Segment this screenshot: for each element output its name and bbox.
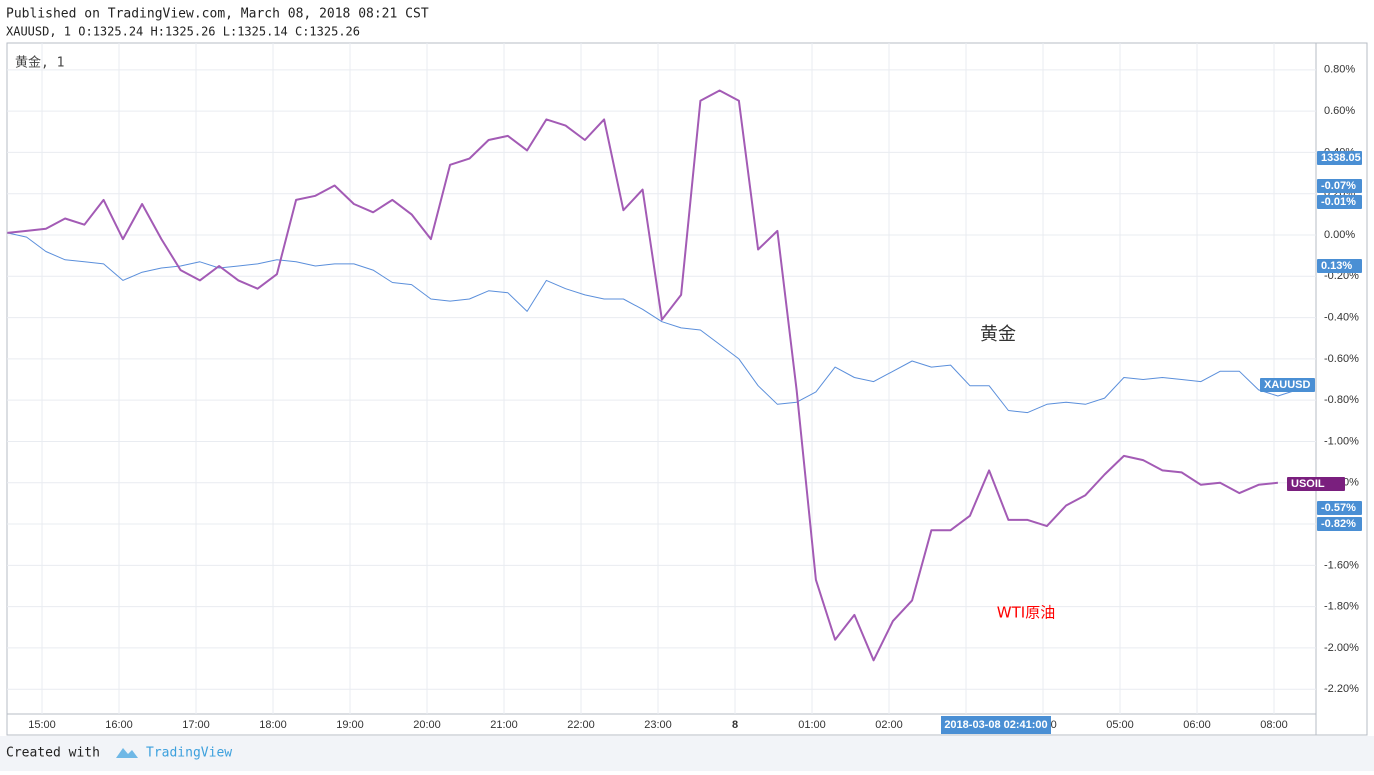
- x-tick-label: 8: [732, 719, 738, 731]
- x-tick-label: 02:00: [875, 719, 903, 731]
- price-tag: [1317, 259, 1362, 273]
- crosshair-label: 2018-03-08 02:41:00: [944, 719, 1047, 731]
- x-tick-label: 21:00: [490, 719, 518, 731]
- y-tick-label: 0.00%: [1324, 229, 1355, 241]
- x-tick-label: 18:00: [259, 719, 287, 731]
- price-tag-label: 0.13%: [1321, 260, 1352, 272]
- y-tick-label: -0.60%: [1324, 353, 1359, 365]
- price-tag-label: XAUUSD: [1264, 379, 1311, 391]
- price-tag: [1317, 151, 1362, 165]
- annotation: WTI原油: [997, 604, 1055, 622]
- x-tick-label: 17:00: [182, 719, 210, 731]
- y-tick-label: 0.80%: [1324, 64, 1355, 76]
- y-tick-label: -1.60%: [1324, 559, 1359, 571]
- x-tick-label: 06:00: [1183, 719, 1211, 731]
- ohlc-line: XAUUSD, 1 O:1325.24 H:1325.26 L:1325.14 …: [6, 25, 360, 39]
- price-tag: [1287, 477, 1345, 491]
- y-tick-label: 0.60%: [1324, 105, 1355, 117]
- y-tick-label: -0.80%: [1324, 394, 1359, 406]
- price-tag: [1317, 517, 1362, 531]
- y-tick-label: -1.00%: [1324, 435, 1359, 447]
- brand[interactable]: TradingView: [146, 746, 232, 761]
- price-tag: [1260, 378, 1315, 392]
- x-tick-label: 23:00: [644, 719, 672, 731]
- price-tag: [1317, 179, 1362, 193]
- y-tick-label: -0.40%: [1324, 312, 1359, 324]
- x-tick-label: 15:00: [28, 719, 56, 731]
- price-tag-label: 1338.05: [1321, 152, 1361, 164]
- footer-band: [0, 736, 1374, 771]
- published-line: Published on TradingView.com, March 08, …: [6, 7, 429, 22]
- x-tick-label: 16:00: [105, 719, 133, 731]
- brand-logo: [116, 748, 138, 758]
- x-tick-label: 08:00: [1260, 719, 1288, 731]
- price-tag-label: -0.82%: [1321, 518, 1356, 530]
- x-tick-label: 19:00: [336, 719, 364, 731]
- y-tick-label: -2.20%: [1324, 683, 1359, 695]
- price-tag: [1317, 195, 1362, 209]
- price-tag-label: USOIL: [1291, 478, 1325, 490]
- series-line: [7, 89, 1279, 662]
- x-tick-label: 20:00: [413, 719, 441, 731]
- x-tick-label: 05:00: [1106, 719, 1134, 731]
- price-tag-label: -0.57%: [1321, 502, 1356, 514]
- price-tag-label: -0.01%: [1321, 196, 1356, 208]
- price-tag-label: -0.07%: [1321, 180, 1356, 192]
- price-tag: [1317, 501, 1362, 515]
- x-tick-label: 22:00: [567, 719, 595, 731]
- frame: [6, 42, 1368, 736]
- x-tick-label: 01:00: [798, 719, 826, 731]
- created-with: Created with: [6, 746, 100, 761]
- legend-label: 黄金, 1: [15, 55, 64, 71]
- crosshair-tag: [941, 716, 1051, 734]
- y-tick-label: -2.00%: [1324, 642, 1359, 654]
- y-tick-label: -0.20%: [1324, 270, 1359, 282]
- annotation: 黄金: [980, 324, 1016, 345]
- y-tick-label: -1.80%: [1324, 601, 1359, 613]
